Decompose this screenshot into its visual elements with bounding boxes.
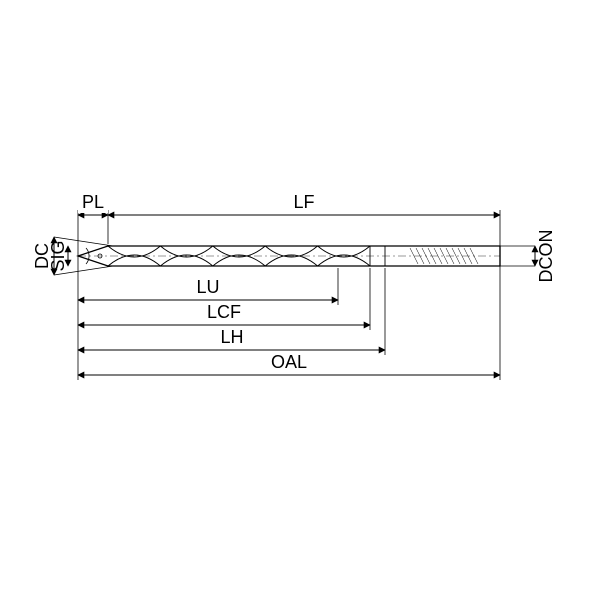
shank-flat-hatch xyxy=(422,248,430,264)
dim-label-lh: LH xyxy=(220,327,243,347)
dim-label-oal: OAL xyxy=(271,352,307,372)
sig-arc xyxy=(86,248,89,264)
dim-label-lf: LF xyxy=(293,192,314,212)
tip-edge xyxy=(78,256,108,266)
dim-label-lcf: LCF xyxy=(207,302,241,322)
drill-dimension-diagram: PLLFLULCFLHOALDCSIGDCON xyxy=(0,0,600,600)
tip-edge xyxy=(78,246,108,256)
dim-label-dcon: DCON xyxy=(536,230,556,283)
dim-label-sig: SIG xyxy=(48,240,68,271)
dim-label-pl: PL xyxy=(82,192,104,212)
dim-label-lu: LU xyxy=(196,277,219,297)
shank-flat-hatch xyxy=(470,248,478,264)
